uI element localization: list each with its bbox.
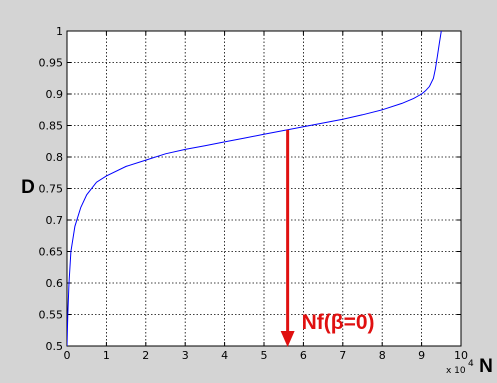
y-tick-label: 0.5 [46,340,64,353]
series-layer [67,31,442,346]
grid [67,31,461,346]
x-tick-label: 0 [64,349,71,362]
y-tick-label: 1 [56,25,63,38]
x-tick-label: 3 [182,349,189,362]
series-line [67,31,442,346]
y-tick-label: 0.95 [39,57,64,70]
x-tick-label: 7 [339,349,346,362]
x-axis-title: N [479,356,493,377]
x-tick-label: 10 [454,349,468,362]
x-multiplier-label: x 10 [446,366,466,376]
y-tick-label: 0.55 [39,309,64,322]
ticks: 0 1 2 3 4 5 6 7 8 9 10 0.5 0.55 0.6 0.65 0.7 0.75 0.8 0.85… [39,25,469,362]
x-tick-label: 4 [221,349,228,362]
x-tick-label: 6 [300,349,307,362]
y-tick-label: 0.8 [46,151,64,164]
y-tick-label: 0.9 [46,88,64,101]
x-tick-label: 1 [103,349,110,362]
x-tick-label: 9 [418,349,425,362]
y-axis-title: D [21,177,35,198]
y-tick-label: 0.75 [39,183,64,196]
y-tick-label: 0.7 [46,214,64,227]
x-tick-label: 8 [379,349,386,362]
annotation-arrow-head [280,331,295,347]
annotation-layer: Nf(β=0) [280,129,375,347]
y-tick-label: 0.85 [39,120,64,133]
x-tick-label: 2 [142,349,149,362]
y-tick-label: 0.65 [39,246,64,259]
y-tick-label: 0.6 [46,277,64,290]
x-multiplier-exponent: 4 [468,359,474,369]
x-tick-label: 5 [261,349,268,362]
annotation-label: Nf(β=0) [302,311,375,334]
